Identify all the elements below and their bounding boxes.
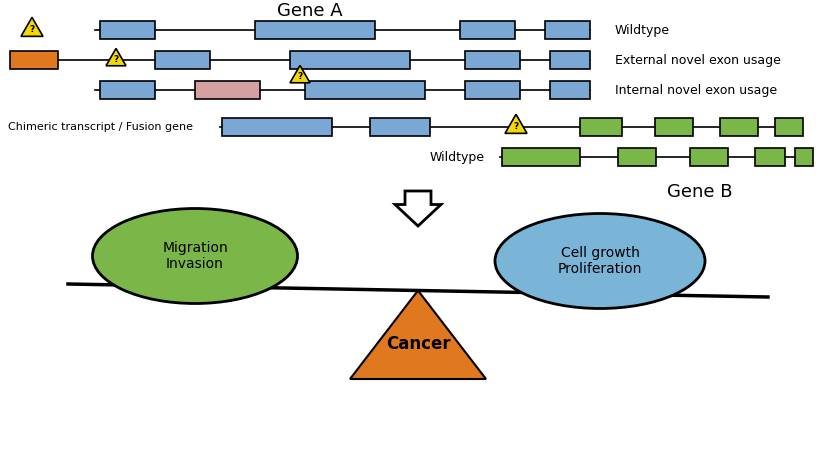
Text: Cancer: Cancer: [385, 334, 451, 353]
Bar: [195, 81, 260, 99]
Text: Chimeric transcript / Fusion gene: Chimeric transcript / Fusion gene: [8, 122, 193, 132]
Bar: [502, 148, 580, 166]
Bar: [460, 21, 515, 39]
Bar: [618, 148, 656, 166]
Polygon shape: [290, 66, 310, 83]
Bar: [100, 21, 155, 39]
Ellipse shape: [495, 213, 705, 309]
Text: ?: ?: [513, 121, 518, 130]
Polygon shape: [505, 114, 527, 133]
Bar: [222, 118, 332, 136]
Bar: [550, 81, 590, 99]
Text: Wildtype: Wildtype: [615, 23, 670, 37]
Bar: [290, 51, 410, 69]
Bar: [720, 118, 758, 136]
Text: External novel exon usage: External novel exon usage: [615, 53, 781, 67]
Bar: [305, 81, 425, 99]
Polygon shape: [106, 48, 126, 66]
Bar: [465, 51, 520, 69]
Bar: [370, 118, 430, 136]
Text: ?: ?: [114, 55, 119, 64]
Text: Gene B: Gene B: [667, 183, 732, 201]
Text: Migration
Invasion: Migration Invasion: [162, 241, 228, 271]
Bar: [655, 118, 693, 136]
Text: ?: ?: [298, 72, 303, 81]
Polygon shape: [395, 191, 441, 226]
Text: Gene A: Gene A: [278, 2, 343, 20]
Polygon shape: [21, 17, 43, 37]
Bar: [155, 51, 210, 69]
Bar: [775, 118, 803, 136]
Text: ?: ?: [29, 24, 34, 34]
Bar: [255, 21, 375, 39]
Bar: [580, 118, 622, 136]
Bar: [465, 81, 520, 99]
Text: Internal novel exon usage: Internal novel exon usage: [615, 83, 777, 97]
Polygon shape: [350, 290, 486, 379]
Bar: [690, 148, 728, 166]
Text: Cell growth
Proliferation: Cell growth Proliferation: [558, 246, 642, 276]
Ellipse shape: [93, 209, 298, 303]
Bar: [550, 51, 590, 69]
Bar: [795, 148, 813, 166]
Bar: [755, 148, 785, 166]
Bar: [100, 81, 155, 99]
Text: Wildtype: Wildtype: [430, 151, 485, 164]
Bar: [10, 51, 58, 69]
Bar: [545, 21, 590, 39]
